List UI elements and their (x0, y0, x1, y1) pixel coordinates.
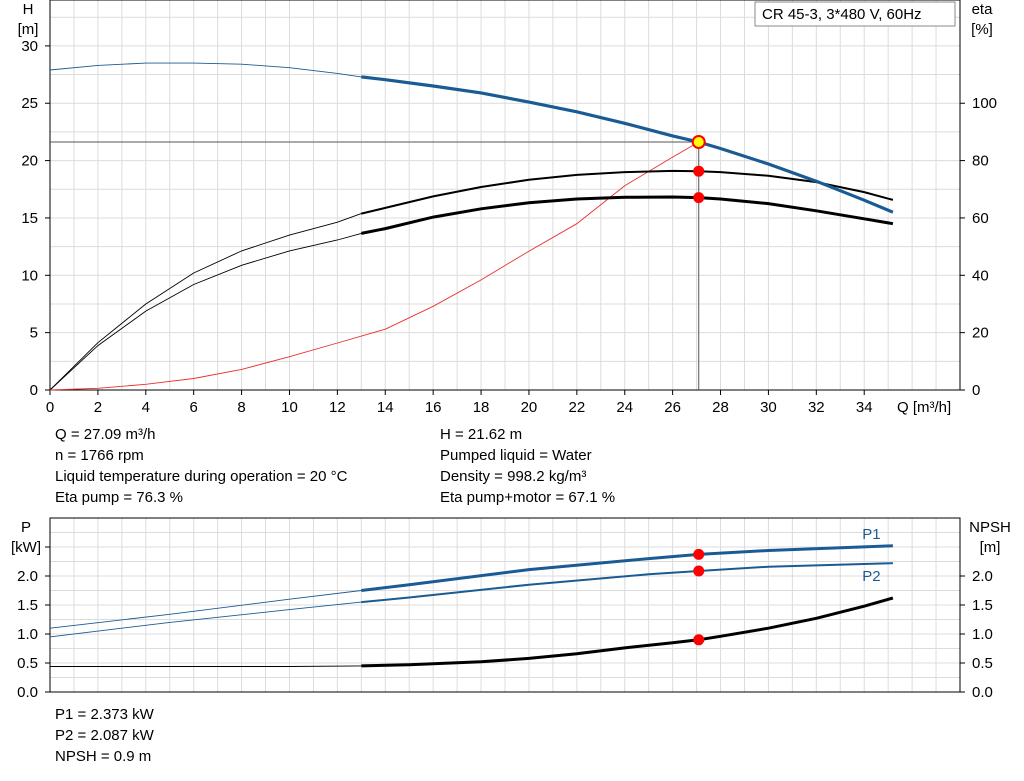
curve-p1-thin (49, 590, 362, 629)
curve-p2-thin (49, 601, 362, 638)
y-left-tick-label: 10 (21, 267, 38, 284)
x-tick-label: 18 (473, 399, 490, 416)
top-info-right: H = 21.62 m Pumped liquid = Water Densit… (440, 424, 615, 508)
x-axis-label: Q [m³/h] (897, 399, 951, 416)
info-q: Q = 27.09 m³/h (55, 426, 156, 443)
y-left-tick-label: 5 (30, 325, 38, 342)
y-right-unit: [%] (971, 21, 993, 38)
y-right-tick-label: 20 (972, 325, 989, 342)
x-tick-label: 28 (712, 399, 729, 416)
info-eta-pump: Eta pump = 76.3 % (55, 489, 183, 506)
chart-title: CR 45-3, 3*480 V, 60Hz (762, 6, 922, 23)
curve-eta_pm-thin (49, 213, 362, 391)
y-right-tick-label: 0.5 (972, 655, 993, 672)
info-p2: P2 = 2.087 kW (55, 727, 154, 744)
y-right-tick-label: 1.5 (972, 597, 993, 614)
x-tick-label: 8 (237, 399, 245, 416)
curve-eta_p-thin (49, 232, 362, 391)
info-temperature: Liquid temperature during operation = 20… (55, 468, 348, 485)
y-left-tick-label: 0.5 (17, 655, 38, 672)
bottom-info: P1 = 2.373 kW P2 = 2.087 kW NPSH = 0.9 m (55, 704, 154, 767)
curve-npsh-thin (50, 665, 362, 667)
x-tick-label: 20 (521, 399, 538, 416)
info-density: Density = 998.2 kg/m³ (440, 468, 587, 485)
x-tick-label: 2 (94, 399, 102, 416)
marker-eta-pump (693, 192, 705, 204)
info-head: H = 21.62 m (440, 426, 523, 443)
y-left-tick-label: 15 (21, 210, 38, 227)
y-right-tick-label: 0.0 (972, 684, 993, 701)
x-tick-label: 14 (377, 399, 394, 416)
y-right-tick-label: 80 (972, 153, 989, 170)
y-left-tick-label: 0.0 (17, 684, 38, 701)
y-left-tick-label: 2.0 (17, 568, 38, 585)
x-tick-label: 10 (281, 399, 298, 416)
x-tick-label: 6 (190, 399, 198, 416)
y-left-tick-label: 1.5 (17, 597, 38, 614)
y-right-unit: [m] (980, 539, 1001, 556)
x-tick-label: 4 (142, 399, 150, 416)
power-npsh-chart: 0.0 0.5 1.0 1.5 2.0 0.0 0.5 1.0 1.5 2.0 P [kW] NPSH [… (11, 517, 1011, 701)
curve-h-thin (49, 62, 362, 78)
x-tick-label: 22 (568, 399, 585, 416)
marker-eta-pump-motor (693, 165, 705, 177)
marker-p2 (693, 565, 705, 577)
x-tick-label: 34 (856, 399, 873, 416)
info-p1: P1 = 2.373 kW (55, 706, 154, 723)
legend-p2: P2 (862, 568, 880, 585)
y-right-label: NPSH (969, 519, 1011, 536)
x-tick-label: 26 (664, 399, 681, 416)
curve-head (361, 75, 894, 214)
y-left-unit: [kW] (11, 539, 41, 556)
plot-frame (49, 0, 961, 391)
y-left-tick-label: 20 (21, 153, 38, 170)
y-left-unit: [m] (18, 21, 39, 38)
title-box (754, 1, 956, 27)
x-tick-label: 24 (616, 399, 633, 416)
info-speed: n = 1766 rpm (55, 447, 144, 464)
marker-p1 (693, 548, 705, 560)
y-right-tick-label: 100 (972, 95, 997, 112)
x-tick-label: 32 (808, 399, 825, 416)
y-left-label: P (21, 519, 31, 536)
info-npsh: NPSH = 0.9 m (55, 748, 152, 765)
y-right-tick-label: 40 (972, 267, 989, 284)
y-left-tick-label: 0 (30, 382, 38, 399)
curve-p1 (361, 544, 893, 592)
y-left-tick-label: 30 (21, 38, 38, 55)
x-tick-label: 12 (329, 399, 346, 416)
x-tick-label: 0 (46, 399, 54, 416)
system-curve (49, 141, 699, 391)
y-right-tick-label: 1.0 (972, 626, 993, 643)
info-liquid: Pumped liquid = Water (440, 447, 592, 464)
curve-eta-pump-motor (361, 169, 894, 215)
performance-chart: 0 2 4 6 8 10 12 14 16 18 20 22 24 26 28 30 32 34 Q [m³/h]0… (18, 0, 997, 416)
y-right-tick-label: 2.0 (972, 568, 993, 585)
curve-eta-pump (361, 195, 894, 235)
y-right-tick-label: 0 (972, 382, 980, 399)
y-left-tick-label: 1.0 (17, 626, 38, 643)
legend-p1: P1 (862, 526, 880, 543)
curve-p2 (361, 562, 893, 604)
y-right-label: eta (972, 1, 994, 18)
top-info-left: Q = 27.09 m³/h n = 1766 rpm Liquid tempe… (55, 424, 347, 508)
y-right-tick-label: 60 (972, 210, 989, 227)
marker-npsh (693, 634, 705, 646)
info-eta-pump-motor: Eta pump+motor = 67.1 % (440, 489, 616, 506)
curve-npsh (361, 596, 894, 668)
y-left-label: H (23, 1, 34, 18)
y-left-tick-label: 25 (21, 95, 38, 112)
x-tick-label: 16 (425, 399, 442, 416)
x-tick-label: 30 (760, 399, 777, 416)
marker-duty-point (691, 135, 706, 150)
